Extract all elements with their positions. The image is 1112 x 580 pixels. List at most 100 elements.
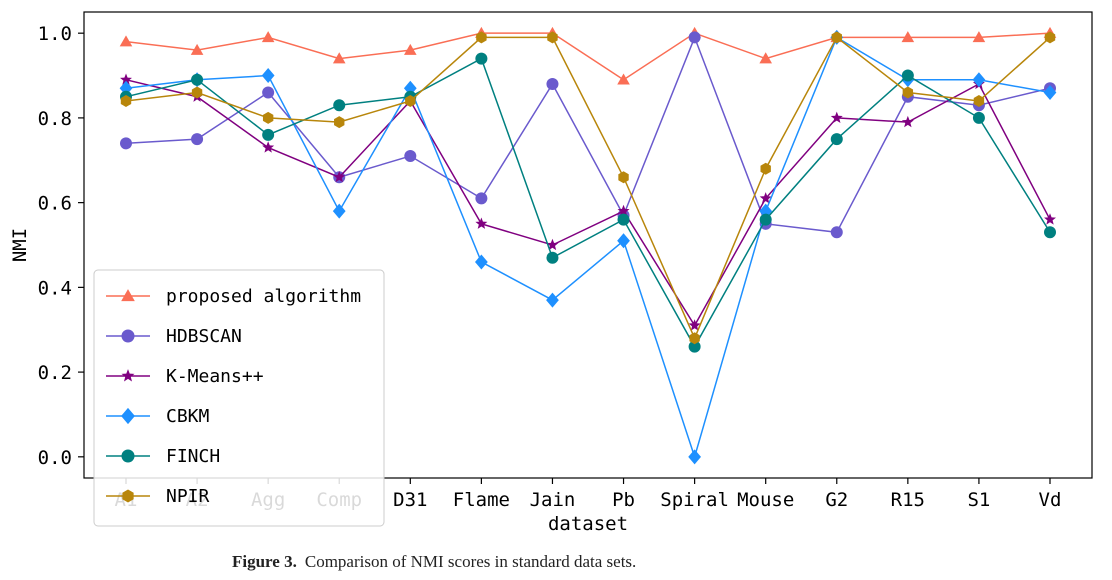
legend-item: NPIR <box>106 486 210 507</box>
caption-text: Comparison of NMI scores in standard dat… <box>304 552 637 571</box>
circle-marker <box>475 192 488 205</box>
series-line <box>125 36 1051 460</box>
circle-marker <box>901 69 914 82</box>
star-marker <box>333 170 346 183</box>
circle-marker <box>333 99 346 112</box>
x-tick-label: Flame <box>453 489 510 511</box>
x-axis-label: dataset <box>548 513 628 535</box>
circle-marker <box>688 31 701 44</box>
series-npir <box>120 31 1056 345</box>
star-marker <box>120 73 132 85</box>
diamond-marker <box>475 254 488 270</box>
star-marker <box>262 141 275 153</box>
circle-marker <box>972 111 985 124</box>
x-tick-label: Spiral <box>660 489 729 511</box>
circle-marker <box>191 73 204 86</box>
triangle-marker <box>119 35 133 47</box>
legend: proposed algorithm HDBSCAN K-Means++ CBKM FI… <box>93 269 385 527</box>
y-tick-label: 0.8 <box>38 108 72 130</box>
triangle-marker <box>759 52 772 64</box>
series-line <box>125 36 1051 341</box>
star-marker <box>546 238 559 251</box>
legend-item: proposed algorithm <box>106 286 361 307</box>
diamond-marker <box>688 449 701 465</box>
diamond-marker <box>546 292 559 308</box>
triangle-marker <box>617 73 630 85</box>
hexagon-marker <box>902 86 914 99</box>
circle-marker <box>475 52 488 65</box>
y-tick-label: 0.4 <box>38 277 72 299</box>
legend-box <box>93 269 385 527</box>
circle-marker <box>121 329 135 343</box>
circle-marker <box>1044 226 1056 239</box>
hexagon-marker <box>831 31 842 44</box>
legend-item: FINCH <box>106 446 220 467</box>
triangle-marker <box>901 31 915 43</box>
star-marker <box>121 369 135 382</box>
legend-item: CBKM <box>106 406 210 427</box>
circle-marker <box>546 251 559 264</box>
x-tick-label: Vd <box>1039 489 1062 511</box>
legend-label: HDBSCAN <box>166 326 242 347</box>
circle-marker <box>191 133 204 146</box>
diamond-marker <box>972 72 986 88</box>
circle-marker <box>617 213 630 226</box>
x-tick-label: Jain <box>530 489 576 511</box>
triangle-marker <box>190 43 204 55</box>
y-axis-label: NMI <box>9 228 31 262</box>
plot-frame <box>83 11 1093 479</box>
circle-marker <box>759 213 772 226</box>
legend-label: CBKM <box>166 406 210 427</box>
hexagon-marker <box>405 94 416 107</box>
hexagon-marker <box>476 31 487 44</box>
diamond-marker <box>1043 84 1057 100</box>
hexagon-marker <box>120 94 132 107</box>
caption-label: Figure 3. <box>232 552 297 571</box>
hexagon-marker <box>547 31 558 44</box>
circle-marker <box>546 78 559 91</box>
hexagon-marker <box>973 94 985 107</box>
series-line <box>125 32 1051 81</box>
x-tick-label: D31 <box>393 489 427 511</box>
hexagon-marker <box>618 171 629 184</box>
star-marker <box>759 192 772 204</box>
circle-marker <box>688 340 701 353</box>
x-tick-label: Pb <box>612 489 635 511</box>
diamond-marker <box>332 203 346 219</box>
hexagon-marker <box>262 111 274 124</box>
legend-label: NPIR <box>166 486 210 507</box>
series-line <box>125 79 1051 327</box>
star-marker <box>1044 213 1056 225</box>
series-line <box>125 57 1051 349</box>
star-marker <box>688 319 701 331</box>
hexagon-marker <box>334 116 345 129</box>
circle-marker <box>830 133 843 146</box>
x-tick-label: R15 <box>891 489 925 511</box>
triangle-marker <box>332 52 346 64</box>
legend-item: K-Means++ <box>106 366 264 387</box>
triangle-marker <box>404 43 417 55</box>
circle-marker <box>830 226 843 239</box>
y-tick-label: 0.2 <box>38 362 72 384</box>
legend-label: proposed algorithm <box>166 286 361 307</box>
hexagon-marker <box>1044 31 1056 44</box>
x-tick-label: S1 <box>967 489 990 511</box>
x-tick-label: Mouse <box>737 489 794 511</box>
triangle-marker <box>121 289 135 302</box>
hexagon-marker <box>191 86 203 99</box>
circle-marker <box>404 150 417 163</box>
star-marker <box>901 115 914 128</box>
triangle-marker <box>261 31 275 43</box>
line-chart: 0.00.20.40.60.81.0A1A2AggCompD31FlameJai… <box>9 11 1093 535</box>
circle-marker <box>120 137 132 150</box>
x-tick-label: G2 <box>825 489 848 511</box>
hexagon-marker <box>122 489 134 503</box>
star-marker <box>830 111 843 124</box>
hexagon-marker <box>689 332 700 345</box>
legend-label: K-Means++ <box>166 366 264 387</box>
circle-marker <box>262 86 275 99</box>
y-tick-label: 0.6 <box>38 193 72 215</box>
series-line <box>125 35 1051 234</box>
y-tick-label: 0.0 <box>38 447 72 469</box>
diamond-marker <box>121 407 135 425</box>
